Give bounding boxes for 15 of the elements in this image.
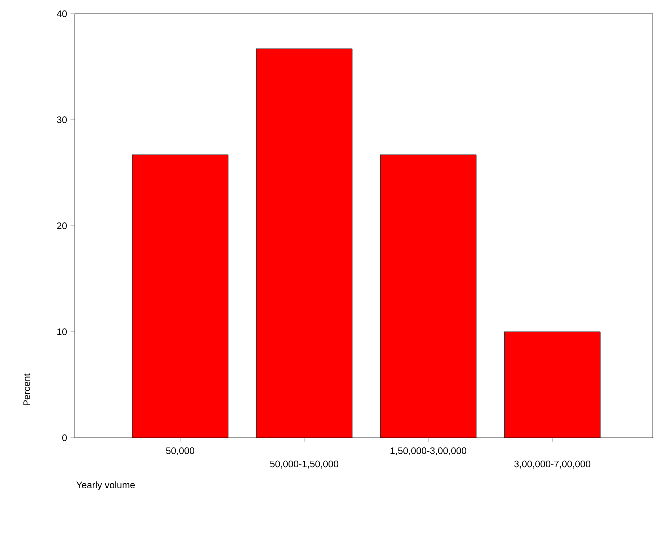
x-tick-label: 50,000-1,50,000 [270, 460, 339, 469]
x-axis-title: Yearly volume [76, 482, 136, 490]
y-tick-label: 0 [62, 434, 68, 442]
bar [380, 154, 477, 438]
bar [504, 332, 601, 438]
y-tick-label: 20 [57, 222, 68, 230]
y-tick-label: 30 [57, 116, 68, 124]
x-tick-label: 50,000 [166, 448, 195, 456]
x-tick-label: 3,00,000-7,00,000 [514, 460, 591, 469]
y-tick-label: 40 [57, 10, 68, 18]
bar [256, 48, 352, 438]
bar [132, 154, 229, 438]
y-tick-label: 10 [58, 328, 68, 336]
y-axis-title: Percent [24, 374, 30, 406]
x-tick-label: 1,50,000-3,00,000 [390, 448, 467, 456]
